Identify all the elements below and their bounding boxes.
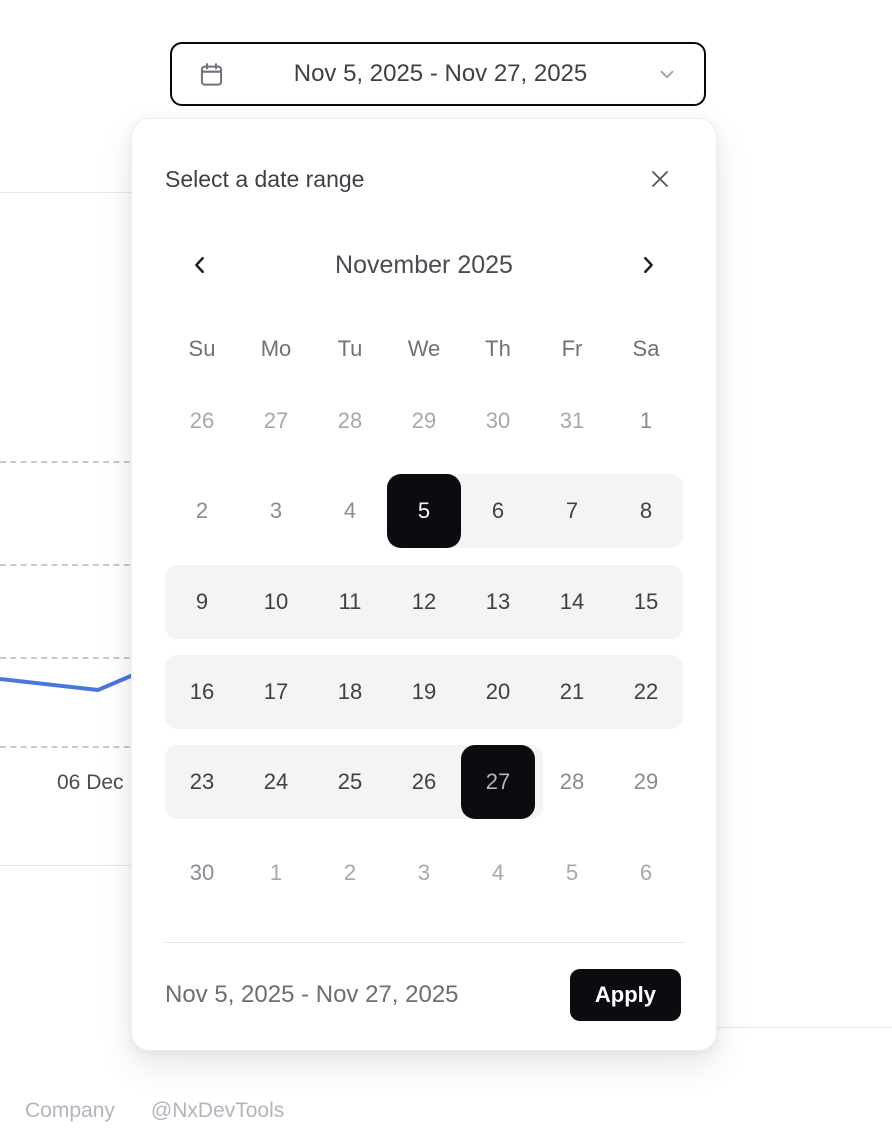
day-cell[interactable]: 14	[559, 589, 585, 614]
calendar-week-row: 23 24 25 26 27 28 29	[165, 745, 683, 819]
popover-title: Select a date range	[165, 165, 365, 192]
day-cell[interactable]: 2	[343, 860, 357, 885]
weekday-header-row: Su Mo Tu We Th Fr Sa	[165, 331, 683, 367]
day-cell[interactable]: 10	[263, 589, 289, 614]
day-cell[interactable]: 6	[639, 860, 653, 885]
weekday-label: Th	[485, 336, 511, 361]
day-cell[interactable]: 17	[263, 679, 289, 704]
popover-header: Select a date range	[165, 163, 676, 195]
day-cell[interactable]: 23	[189, 769, 215, 794]
popover-divider	[165, 942, 685, 943]
day-cell[interactable]: 4	[343, 498, 357, 523]
day-cell[interactable]: 3	[417, 860, 431, 885]
day-cell[interactable]: 31	[559, 408, 585, 433]
range-highlight	[165, 655, 683, 729]
chevron-down-icon	[656, 63, 678, 85]
date-range-popover: Select a date range November 2025 Su Mo …	[131, 118, 717, 1051]
day-cell[interactable]: 25	[337, 769, 363, 794]
day-cell[interactable]: 5	[565, 860, 579, 885]
chart-card	[0, 192, 140, 866]
day-cell[interactable]: 11	[338, 589, 362, 614]
day-cell[interactable]: 22	[633, 679, 659, 704]
month-label: November 2025	[335, 250, 513, 279]
day-cell[interactable]: 16	[189, 679, 215, 704]
calendar-grid: 26 27 28 29 30 31 1 2 3 4 5 6 7 8 9 10 1…	[165, 384, 683, 914]
day-cell[interactable]: 18	[337, 679, 363, 704]
weekday-label: Tu	[337, 336, 363, 361]
day-cell[interactable]: 15	[633, 589, 659, 614]
day-cell[interactable]: 6	[491, 498, 505, 523]
day-cell[interactable]: 9	[195, 589, 209, 614]
chart-gridline	[0, 564, 140, 566]
date-range-value: Nov 5, 2025 - Nov 27, 2025	[293, 60, 588, 87]
chart-x-tick-label: 06 Dec	[57, 771, 124, 794]
day-cell-range-end[interactable]: 27	[461, 745, 535, 819]
day-cell[interactable]: 26	[189, 408, 215, 433]
chart-gridline	[0, 657, 140, 659]
weekday-label: We	[407, 336, 441, 361]
weekday-label: Mo	[260, 336, 292, 361]
day-cell[interactable]: 30	[485, 408, 511, 433]
day-cell[interactable]: 3	[269, 498, 283, 523]
footer-link-company[interactable]: Company	[25, 1099, 115, 1122]
background-card-border	[705, 1027, 892, 1028]
day-cell[interactable]: 7	[565, 498, 579, 523]
day-cell[interactable]: 20	[485, 679, 511, 704]
day-cell[interactable]: 28	[559, 769, 585, 794]
calendar-icon	[198, 61, 225, 88]
weekday-label: Fr	[561, 336, 583, 361]
chart-line-series	[0, 670, 140, 692]
date-range-trigger[interactable]: Nov 5, 2025 - Nov 27, 2025	[170, 42, 706, 106]
day-cell[interactable]: 29	[411, 408, 437, 433]
day-cell[interactable]: 26	[411, 769, 437, 794]
day-cell[interactable]: 1	[639, 408, 653, 433]
day-cell[interactable]: 12	[411, 589, 437, 614]
weekday-label: Sa	[632, 336, 660, 361]
day-cell[interactable]: 30	[189, 860, 215, 885]
chevron-right-icon[interactable]	[630, 247, 666, 283]
calendar-week-row: 2 3 4 5 6 7 8	[165, 474, 683, 548]
chevron-left-icon[interactable]	[182, 247, 218, 283]
chart-gridline	[0, 746, 140, 748]
range-highlight	[165, 565, 683, 639]
day-cell[interactable]: 13	[485, 589, 511, 614]
day-cell[interactable]: 21	[559, 679, 585, 704]
weekday-label: Su	[188, 336, 216, 361]
day-cell[interactable]: 8	[639, 498, 653, 523]
apply-button[interactable]: Apply	[569, 969, 681, 1021]
calendar-week-row: 30 1 2 3 4 5 6	[165, 836, 683, 910]
day-cell[interactable]: 27	[263, 408, 289, 433]
calendar-week-row: 26 27 28 29 30 31 1	[165, 384, 683, 458]
chart-gridline	[0, 461, 140, 463]
footer-link-handle[interactable]: @NxDevTools	[150, 1099, 285, 1122]
month-navigation: November 2025	[182, 245, 666, 285]
day-cell[interactable]: 1	[269, 860, 283, 885]
popover-footer: Nov 5, 2025 - Nov 27, 2025 Apply	[165, 965, 681, 1025]
page-footer: Company @NxDevTools	[25, 1099, 284, 1123]
day-cell[interactable]: 19	[411, 679, 437, 704]
day-cell[interactable]: 2	[195, 498, 209, 523]
day-cell-range-start[interactable]: 5	[387, 474, 461, 548]
day-cell[interactable]: 29	[633, 769, 659, 794]
selected-range-label: Nov 5, 2025 - Nov 27, 2025	[165, 981, 459, 1008]
calendar-week-row: 9 10 11 12 13 14 15	[165, 565, 683, 639]
close-icon[interactable]	[644, 163, 676, 195]
day-cell[interactable]: 4	[491, 860, 505, 885]
day-cell[interactable]: 24	[263, 769, 289, 794]
calendar-week-row: 16 17 18 19 20 21 22	[165, 655, 683, 729]
day-cell[interactable]: 28	[337, 408, 363, 433]
